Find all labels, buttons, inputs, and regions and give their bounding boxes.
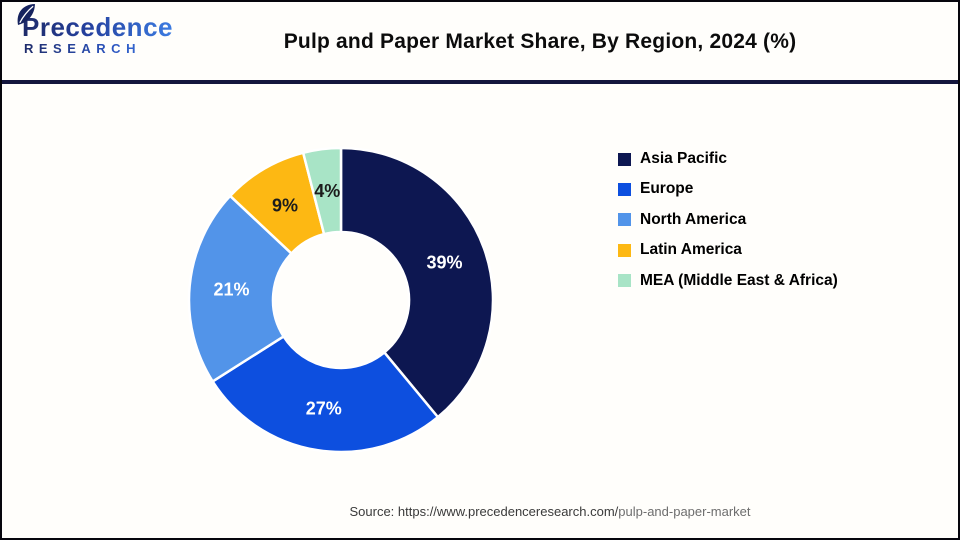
legend-label-north-america: North America: [640, 210, 747, 228]
legend-label-latin-america: Latin America: [640, 241, 742, 259]
slice-label-mea-middle-east-africa: 4%: [314, 181, 340, 201]
slice-europe: [211, 335, 440, 454]
legend-item-europe: Europe: [618, 178, 838, 200]
legend-swatch-mea-middle-east-africa: [618, 274, 631, 288]
chart-title: Pulp and Paper Market Share, By Region, …: [283, 30, 797, 53]
legend-item-latin-america: Latin America: [618, 239, 838, 261]
slice-label-asia-pacific: 39%: [426, 253, 462, 273]
donut-chart: 39% 27% 21% 9% 4%: [187, 146, 495, 454]
chart-area: 39% 27% 21% 9% 4% Asia Pacific Europe North Am…: [2, 84, 958, 538]
legend-swatch-latin-america: [618, 243, 631, 257]
legend-item-north-america: North America: [618, 209, 838, 231]
slice-label-north-america: 21%: [213, 280, 249, 300]
header: Precedence RESEARCH Pulp and Paper Marke…: [2, 2, 958, 84]
legend-item-asia-pacific: Asia Pacific: [618, 148, 838, 170]
legend-swatch-asia-pacific: [618, 152, 631, 166]
legend-swatch-north-america: [618, 213, 631, 227]
legend-item-mea-middle-east-africa: MEA (Middle East & Africa): [618, 270, 838, 292]
slice-north-america: [187, 194, 293, 383]
brand-subname: RESEARCH: [20, 42, 173, 55]
legend: Asia Pacific Europe North America Latin Ame…: [618, 148, 838, 300]
slice-mea-middle-east-africa: [301, 146, 343, 236]
legend-swatch-europe: [618, 182, 631, 196]
slice-asia-pacific: [339, 146, 495, 419]
source-url-path: pulp-and-paper-market: [618, 504, 751, 519]
slice-label-latin-america: 9%: [272, 195, 298, 215]
legend-label-mea-middle-east-africa: MEA (Middle East & Africa): [640, 271, 838, 289]
brand-logo: Precedence RESEARCH: [17, 4, 173, 55]
source-line: Source: https://www.precedenceresearch.c…: [142, 504, 958, 519]
leaf-icon: [17, 4, 35, 25]
brand-name: Precedence: [22, 12, 173, 42]
slice-label-europe: 27%: [306, 399, 342, 419]
source-prefix: Source: https://www.precedenceresearch.c…: [349, 504, 619, 519]
legend-label-europe: Europe: [640, 180, 694, 198]
legend-label-asia-pacific: Asia Pacific: [640, 150, 728, 167]
